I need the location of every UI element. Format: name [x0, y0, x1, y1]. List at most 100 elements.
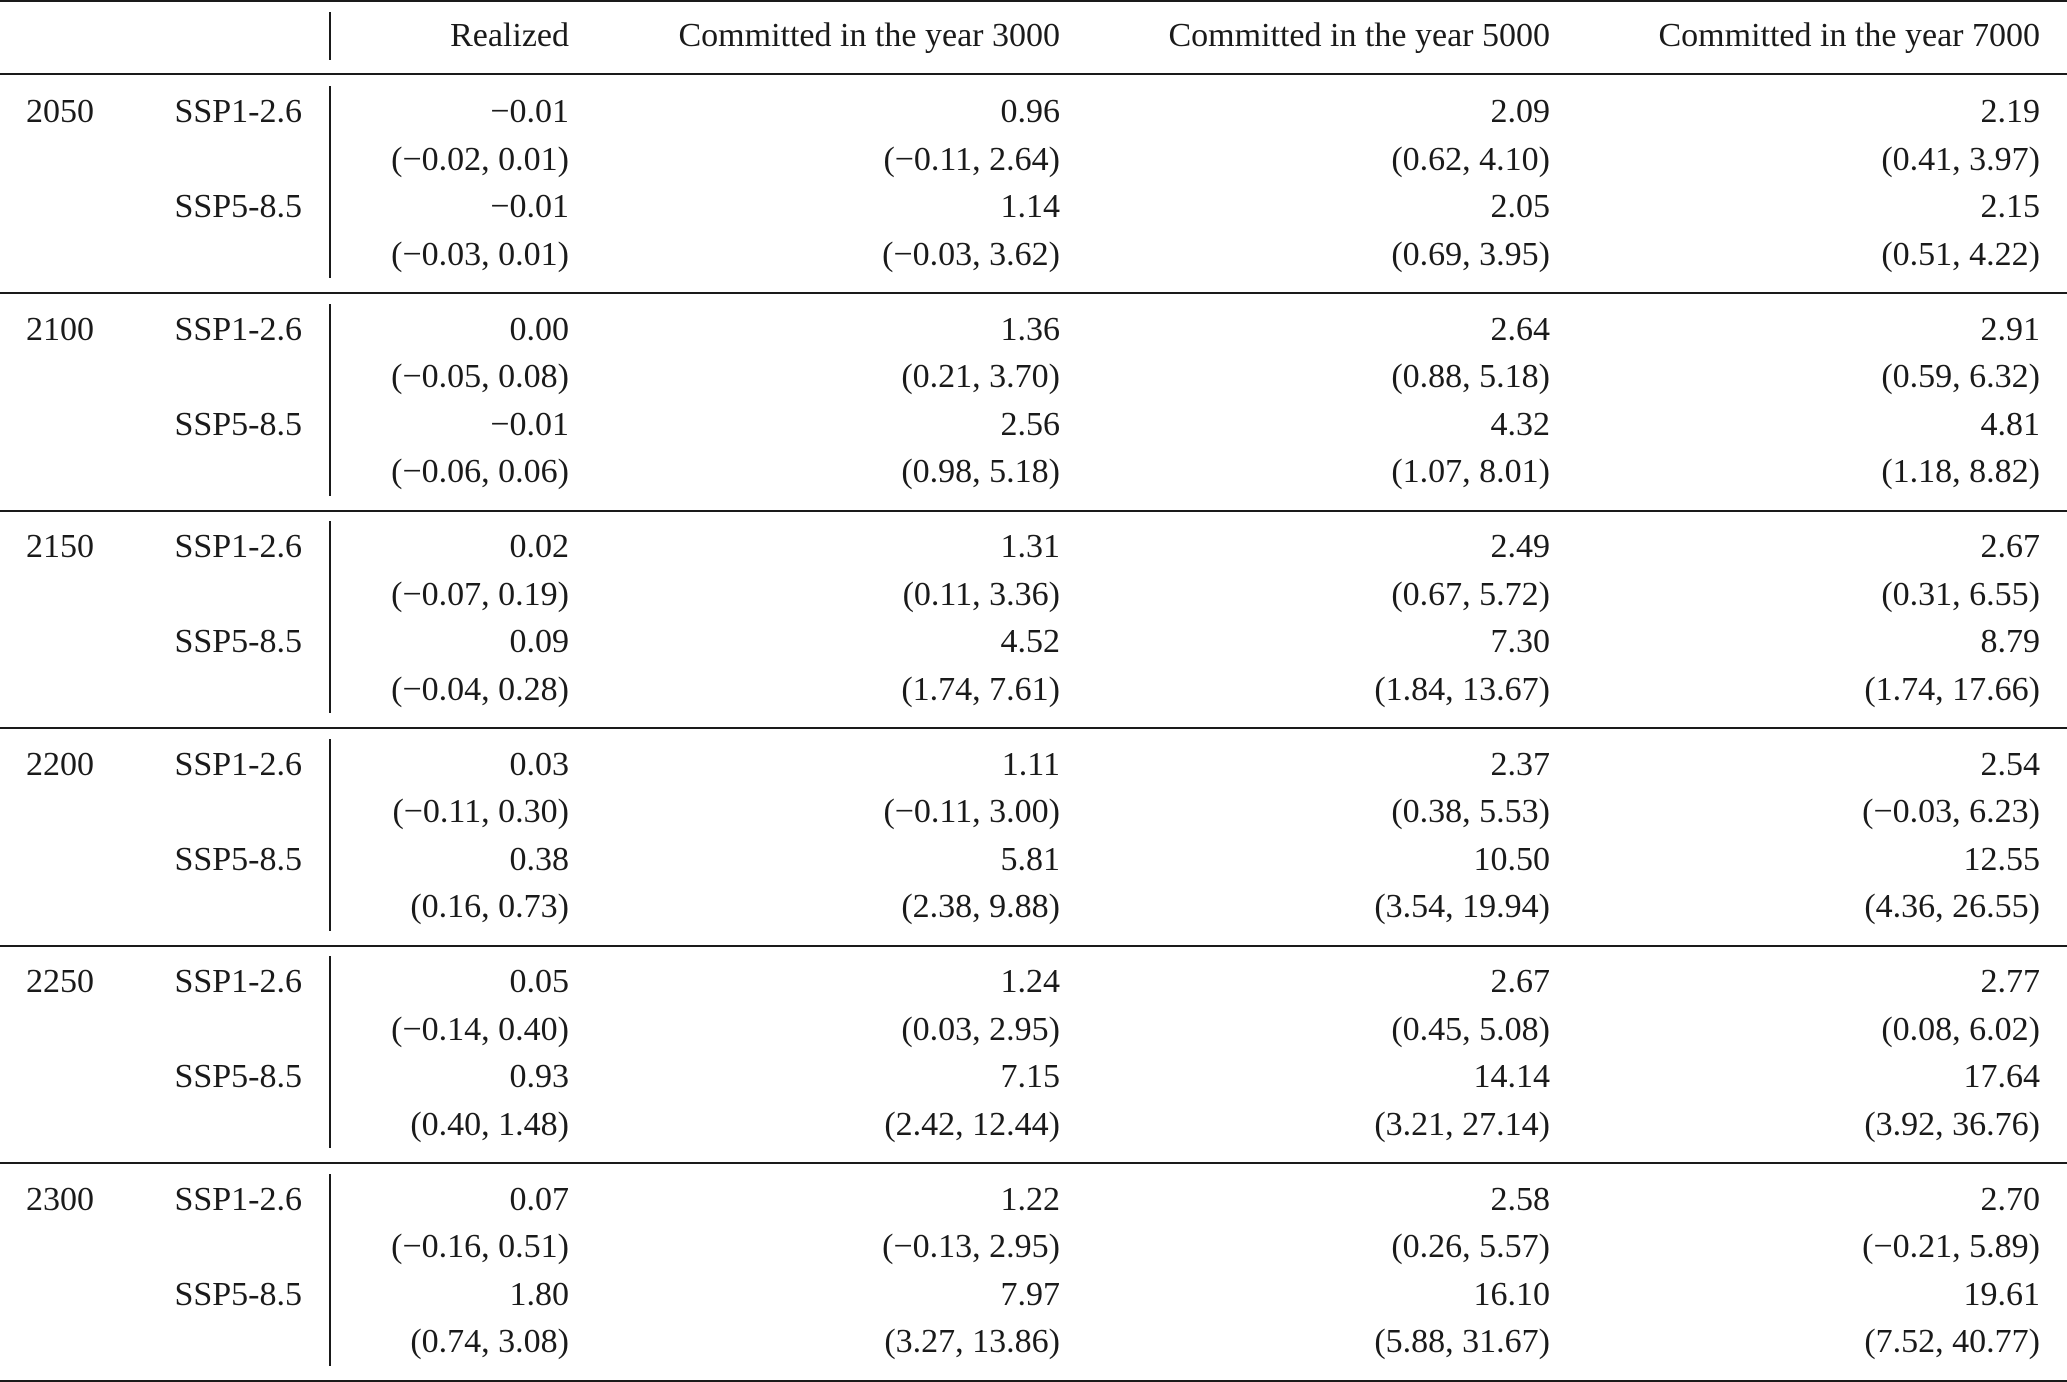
table-cell-value: 4.81 — [1980, 405, 2041, 443]
table-cell-value: 0.09 — [509, 623, 570, 660]
table-cell-value: 2.56 — [1000, 405, 1061, 443]
table-cell-interval: (−0.03, 0.01) — [391, 235, 569, 273]
table-cell-interval: (−0.11, 2.64) — [883, 140, 1060, 178]
table-cell-value: 1.24 — [1000, 963, 1061, 1000]
table-cell-interval: (0.45, 5.08) — [1391, 1010, 1550, 1048]
header-realized: Realized — [450, 17, 569, 54]
table-cell-interval: (2.38, 9.88) — [901, 888, 1060, 925]
table-cell-value: 0.03 — [509, 745, 570, 783]
table-cell-value: 2.54 — [1980, 745, 2041, 783]
year-label: 2300 — [26, 1180, 94, 1218]
table-cell-interval: (0.03, 2.95) — [901, 1010, 1060, 1048]
table-cell-value: 0.93 — [509, 1058, 570, 1095]
table-cell-value: 1.80 — [509, 1275, 570, 1313]
table-cell-value: 8.79 — [1980, 623, 2041, 660]
table-cell-value: 2.05 — [1490, 188, 1551, 225]
table-cell-value: 0.05 — [509, 963, 570, 1000]
table-cell-interval: (−0.16, 0.51) — [391, 1228, 569, 1265]
scenario-label: SSP1-2.6 — [174, 745, 302, 783]
table-cell-interval: (0.38, 5.53) — [1391, 793, 1550, 830]
scenario-label: SSP1-2.6 — [174, 93, 302, 130]
table-cell-value: 19.61 — [1963, 1275, 2041, 1313]
table-cell-interval: (1.07, 8.01) — [1391, 453, 1550, 490]
group-divider — [329, 956, 331, 1148]
year-label: 2200 — [26, 745, 94, 783]
table-cell-value: 2.19 — [1980, 93, 2041, 130]
scenario-label: SSP1-2.6 — [174, 963, 302, 1000]
table-cell-value: 2.91 — [1980, 310, 2041, 348]
group-rule — [0, 944, 2067, 947]
group-rule — [0, 292, 2067, 294]
group-divider — [329, 86, 331, 278]
header-committed-3000: Committed in the year 3000 — [678, 17, 1061, 54]
year-label: 2050 — [26, 93, 94, 130]
table-cell-interval: (0.62, 4.10) — [1391, 140, 1550, 178]
table-cell-value: 2.37 — [1490, 745, 1551, 783]
table-cell-value: 2.64 — [1490, 310, 1551, 348]
header-committed-7000: Committed in the year 7000 — [1658, 17, 2041, 54]
scenario-label: SSP5-8.5 — [174, 1058, 302, 1095]
table-cell-value: 7.15 — [1000, 1058, 1061, 1095]
table-cell-interval: (3.21, 27.14) — [1374, 1105, 1550, 1143]
header-rule — [0, 73, 2067, 75]
table-cell-value: 1.31 — [1000, 528, 1061, 565]
table-cell-interval: (−0.21, 5.89) — [1862, 1228, 2040, 1265]
header-committed-5000: Committed in the year 5000 — [1168, 17, 1551, 54]
table-cell-value: 16.10 — [1473, 1275, 1551, 1313]
table-cell-value: 1.36 — [1000, 310, 1061, 348]
table-cell-interval: (0.74, 3.08) — [410, 1323, 569, 1360]
table-cell-value: 1.22 — [1000, 1180, 1061, 1218]
table-cell-interval: (−0.03, 3.62) — [882, 235, 1060, 273]
table-cell-value: 2.67 — [1980, 528, 2041, 565]
table-cell-value: 7.97 — [1000, 1275, 1061, 1313]
table-cell-value: 10.50 — [1473, 840, 1551, 878]
group-rule — [0, 509, 2067, 512]
group-divider — [329, 1173, 331, 1366]
table-cell-value: 2.67 — [1490, 963, 1551, 1000]
table-cell-interval: (1.74, 7.61) — [901, 670, 1060, 708]
table-cell-interval: (3.54, 19.94) — [1374, 888, 1550, 925]
table-cell-interval: (−0.11, 0.30) — [392, 793, 569, 830]
table-cell-value: 4.52 — [1000, 623, 1061, 660]
scenario-label: SSP1-2.6 — [174, 310, 302, 348]
year-label: 2150 — [26, 528, 94, 565]
table-cell-interval: (5.88, 31.67) — [1374, 1323, 1550, 1360]
table-cell-value: 1.11 — [1001, 745, 1060, 783]
table-cell-interval: (1.18, 8.82) — [1881, 453, 2040, 490]
table-cell-interval: (−0.06, 0.06) — [391, 453, 569, 490]
table-cell-interval: (−0.03, 6.23) — [1862, 793, 2040, 830]
scenario-label: SSP5-8.5 — [174, 623, 302, 660]
table-cell-interval: (−0.07, 0.19) — [391, 575, 569, 613]
table-cell-value: 0.00 — [509, 310, 570, 348]
table-cell-interval: (−0.04, 0.28) — [391, 670, 569, 708]
table-cell-interval: (−0.02, 0.01) — [391, 140, 569, 178]
scenario-label: SSP5-8.5 — [174, 405, 302, 443]
table-cell-value: −0.01 — [490, 188, 569, 225]
table-cell-interval: (0.67, 5.72) — [1391, 575, 1550, 613]
table-cell-interval: (1.84, 13.67) — [1374, 670, 1550, 708]
table-cell-interval: (−0.13, 2.95) — [882, 1228, 1060, 1265]
table-cell-value: −0.01 — [490, 93, 569, 130]
table-cell-interval: (3.27, 13.86) — [884, 1323, 1060, 1360]
group-divider — [329, 521, 331, 713]
table-cell-interval: (7.52, 40.77) — [1864, 1323, 2040, 1360]
table-cell-value: 2.77 — [1980, 963, 2041, 1000]
table-cell-interval: (2.42, 12.44) — [884, 1105, 1060, 1143]
table-cell-value: 2.58 — [1490, 1180, 1551, 1218]
table-cell-value: 5.81 — [1000, 840, 1061, 878]
table-cell-interval: (0.51, 4.22) — [1881, 235, 2040, 273]
table-cell-value: 0.07 — [509, 1180, 570, 1218]
scenario-label: SSP1-2.6 — [174, 528, 302, 565]
scenario-label: SSP5-8.5 — [174, 840, 302, 878]
table-cell-value: 0.96 — [1000, 93, 1061, 130]
table-cell-interval: (3.92, 36.76) — [1864, 1105, 2040, 1143]
table-cell-interval: (4.36, 26.55) — [1864, 888, 2040, 925]
top-rule — [0, 0, 2067, 2]
table-cell-interval: (0.41, 3.97) — [1881, 140, 2040, 178]
table-cell-interval: (0.98, 5.18) — [901, 453, 1060, 490]
scenario-label: SSP5-8.5 — [174, 188, 302, 225]
table-cell-interval: (0.21, 3.70) — [901, 358, 1060, 395]
table-cell-value: 2.70 — [1980, 1180, 2041, 1218]
scenario-label: SSP5-8.5 — [174, 1275, 302, 1313]
table-cell-interval: (0.69, 3.95) — [1391, 235, 1550, 273]
